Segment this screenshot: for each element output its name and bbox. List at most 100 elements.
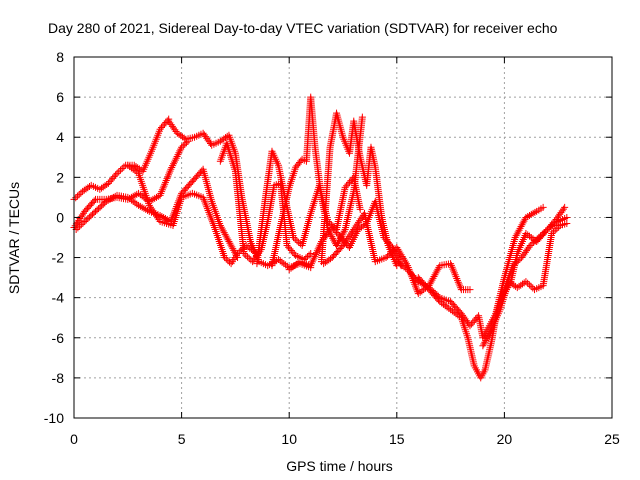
data-point	[307, 250, 315, 258]
data-point-marker	[344, 180, 352, 188]
data-point-marker	[418, 287, 426, 295]
data-point-marker	[450, 308, 458, 316]
data-point-marker	[225, 258, 233, 266]
data-point-marker	[98, 202, 106, 210]
data-point-marker	[483, 335, 491, 343]
data-point-marker	[549, 219, 557, 227]
data-point	[543, 225, 551, 233]
data-point-marker	[222, 232, 230, 240]
data-point-marker	[434, 265, 442, 273]
data-point-marker	[516, 224, 524, 232]
data-point	[350, 225, 358, 233]
data-point-marker	[227, 241, 235, 249]
data-point-marker	[229, 245, 237, 253]
data-point-marker	[75, 216, 83, 224]
data-point	[290, 234, 298, 241]
data-point-marker	[73, 192, 81, 200]
data-point-marker	[302, 254, 310, 262]
data-point-marker	[349, 227, 357, 235]
data-point-marker	[520, 217, 528, 225]
data-point-marker	[514, 228, 522, 236]
data-point	[509, 262, 517, 270]
data-point-marker	[330, 225, 338, 233]
data-point	[358, 113, 366, 121]
data-point-marker	[401, 258, 409, 266]
data-point-marker	[289, 263, 297, 271]
data-point-marker	[280, 260, 288, 268]
y-tick-label: -4	[52, 290, 65, 306]
y-tick-label: -10	[44, 410, 64, 426]
data-point-marker	[333, 228, 341, 236]
data-point-marker	[484, 333, 492, 341]
data-point-marker	[217, 223, 225, 231]
data-point	[382, 254, 390, 262]
data-point-marker	[340, 227, 348, 235]
data-point	[561, 203, 569, 211]
data-point-marker	[323, 230, 331, 238]
data-point-marker	[345, 233, 353, 241]
data-point	[81, 217, 89, 225]
data-point-marker	[334, 230, 342, 238]
data-point-marker	[512, 258, 520, 266]
data-point-marker	[248, 246, 256, 254]
data-point-marker	[99, 200, 107, 208]
data-point	[466, 286, 474, 294]
data-point	[92, 207, 100, 215]
y-axis-label: SDTVAR / TECUs	[6, 182, 22, 294]
data-point	[283, 242, 291, 250]
data-point-marker	[76, 215, 84, 223]
data-point	[414, 290, 422, 298]
x-tick-label: 25	[604, 431, 620, 447]
data-point	[341, 183, 349, 191]
data-point-marker	[136, 202, 144, 210]
data-point-marker	[329, 234, 337, 242]
data-point-marker	[148, 205, 156, 213]
data-point-marker	[344, 234, 352, 242]
data-point-marker	[109, 174, 117, 182]
data-point-marker	[294, 259, 302, 267]
data-point-marker	[159, 122, 167, 130]
data-point-marker	[249, 247, 257, 255]
data-point-marker	[431, 271, 439, 279]
data-point-marker	[400, 256, 408, 264]
data-point-marker	[74, 218, 82, 226]
data-point-marker	[347, 229, 355, 237]
data-point-marker	[224, 236, 232, 244]
data-point-marker	[384, 252, 392, 260]
data-point-marker	[90, 209, 98, 217]
data-point-marker	[485, 331, 493, 339]
data-point-marker	[136, 191, 144, 199]
y-tick-label: 0	[56, 209, 64, 225]
data-point-marker	[115, 168, 123, 176]
data-point-marker	[219, 227, 227, 235]
data-point-marker	[180, 134, 188, 142]
data-point-marker	[527, 282, 535, 290]
data-point	[104, 179, 112, 187]
data-point-marker	[147, 203, 155, 211]
data-point-marker	[529, 209, 537, 217]
data-point-marker	[127, 164, 135, 172]
data-point-marker	[152, 193, 160, 201]
data-point	[436, 298, 444, 306]
data-point-marker	[397, 251, 405, 259]
data-point-marker	[331, 227, 339, 235]
data-point-marker	[112, 171, 120, 179]
data-point-marker	[428, 276, 436, 284]
data-point-marker	[305, 251, 313, 259]
data-point-marker	[390, 246, 398, 254]
data-point-marker	[430, 273, 438, 281]
data-point-marker	[525, 281, 533, 289]
data-point-marker	[339, 229, 347, 237]
data-point-marker	[546, 222, 554, 230]
data-point-marker	[149, 207, 157, 215]
data-point-marker	[289, 248, 297, 256]
data-point-marker	[150, 209, 158, 217]
data-point-marker	[160, 213, 168, 221]
data-point-marker	[513, 230, 521, 238]
data-point-marker	[438, 299, 446, 307]
data-point-marker	[77, 221, 85, 229]
data-point-marker	[278, 258, 286, 266]
data-point-marker	[528, 240, 536, 248]
data-point-marker	[244, 243, 252, 251]
data-point-marker	[226, 239, 234, 247]
